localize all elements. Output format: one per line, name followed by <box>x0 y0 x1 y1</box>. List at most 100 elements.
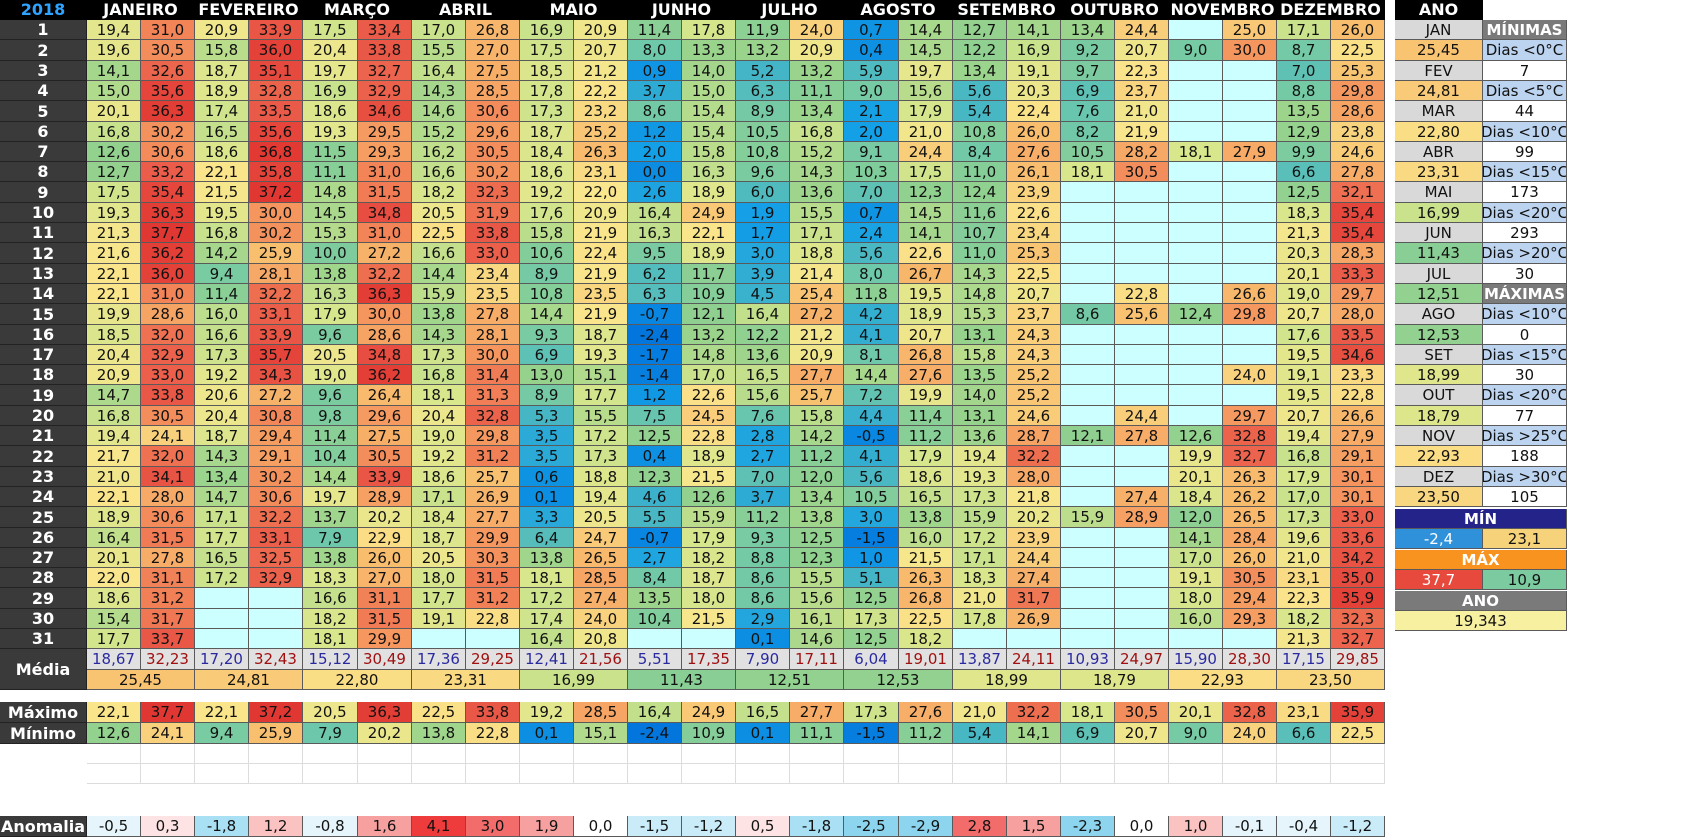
day-label[interactable]: 31 <box>0 629 87 649</box>
ano-month-cell[interactable]: 12,51 <box>1395 284 1483 304</box>
temp-cell[interactable]: 0,1 <box>736 629 790 649</box>
temp-cell[interactable]: 18,7 <box>520 122 574 142</box>
day-label[interactable]: 30 <box>0 609 87 629</box>
temp-cell[interactable]: 15,4 <box>682 122 736 142</box>
temp-cell[interactable]: 34,8 <box>358 345 412 365</box>
temp-cell[interactable]: 19,2 <box>195 365 249 385</box>
empty-cell[interactable] <box>303 764 358 784</box>
temp-cell[interactable]: 15,3 <box>953 304 1007 325</box>
temp-cell[interactable]: 14,4 <box>844 365 899 385</box>
temp-cell[interactable]: 25,0 <box>1223 20 1277 40</box>
temp-cell[interactable]: 32,0 <box>141 446 195 467</box>
temp-cell[interactable]: 26,8 <box>899 345 953 365</box>
temp-cell[interactable]: 20,4 <box>87 345 141 365</box>
temp-cell[interactable]: 8,0 <box>844 264 899 284</box>
temp-cell[interactable]: 13,7 <box>303 507 358 528</box>
temp-cell[interactable]: 28,3 <box>1331 243 1385 264</box>
day-label[interactable]: 26 <box>0 528 87 548</box>
minimo-cell[interactable]: 11,1 <box>790 723 844 744</box>
temp-cell[interactable]: 18,2 <box>412 182 466 203</box>
month-header-2[interactable]: FEVEREIRO <box>195 0 303 20</box>
temp-cell[interactable]: 23,7 <box>1007 304 1061 325</box>
temp-cell[interactable] <box>1169 122 1223 142</box>
temp-cell[interactable]: 21,3 <box>1277 629 1331 649</box>
temp-cell[interactable]: 15,1 <box>574 365 628 385</box>
temp-cell[interactable]: 12,4 <box>953 182 1007 203</box>
temp-cell[interactable]: 21,0 <box>899 122 953 142</box>
temp-cell[interactable]: 37,2 <box>249 182 303 203</box>
temp-cell[interactable]: 17,1 <box>412 487 466 507</box>
temp-cell[interactable]: 22,5 <box>1331 40 1385 61</box>
temp-cell[interactable]: 18,7 <box>682 568 736 588</box>
temp-cell[interactable]: 8,1 <box>844 345 899 365</box>
temp-cell[interactable]: 5,5 <box>628 507 682 528</box>
temp-cell[interactable]: 15,8 <box>953 345 1007 365</box>
ano-stat-cell[interactable]: 0 <box>1483 325 1567 345</box>
temp-cell[interactable]: 27,8 <box>141 548 195 568</box>
maximo-cell[interactable]: 18,1 <box>1061 702 1115 723</box>
temp-cell[interactable]: 33,8 <box>358 40 412 61</box>
temp-cell[interactable]: 3,9 <box>736 264 790 284</box>
maximo-cell[interactable]: 28,5 <box>574 702 628 723</box>
ano-stat-cell[interactable]: 188 <box>1483 446 1567 467</box>
temp-cell[interactable]: 13,8 <box>790 507 844 528</box>
temp-cell[interactable]: 15,8 <box>790 406 844 426</box>
temp-cell[interactable]: 22,0 <box>87 568 141 588</box>
max-header[interactable]: MÁX <box>1395 550 1567 570</box>
temp-cell[interactable]: 16,8 <box>1277 446 1331 467</box>
temp-cell[interactable]: 29,4 <box>249 426 303 446</box>
ano-month-cell[interactable]: MAI <box>1395 182 1483 203</box>
temp-cell[interactable]: 11,9 <box>736 20 790 40</box>
temp-cell[interactable]: 6,3 <box>628 284 682 304</box>
temp-cell[interactable]: 13,5 <box>953 365 1007 385</box>
temp-cell[interactable] <box>1169 162 1223 182</box>
month-header-3[interactable]: MARÇO <box>303 0 412 20</box>
empty-cell[interactable] <box>195 764 249 784</box>
temp-cell[interactable]: 17,9 <box>303 304 358 325</box>
month-header-5[interactable]: MAIO <box>520 0 628 20</box>
temp-cell[interactable]: 19,4 <box>574 487 628 507</box>
temp-cell[interactable]: 25,4 <box>790 284 844 304</box>
temp-cell[interactable]: 21,4 <box>790 264 844 284</box>
temp-cell[interactable]: 26,8 <box>899 588 953 609</box>
temp-cell[interactable]: -0,7 <box>628 304 682 325</box>
temp-cell[interactable]: 20,5 <box>412 548 466 568</box>
temp-cell[interactable]: 15,2 <box>412 122 466 142</box>
temp-cell[interactable]: 28,0 <box>141 487 195 507</box>
temp-cell[interactable]: 24,4 <box>1115 20 1169 40</box>
maximo-cell[interactable]: 22,5 <box>412 702 466 723</box>
temp-cell[interactable]: 18,6 <box>87 588 141 609</box>
temp-cell[interactable]: 34,2 <box>1331 548 1385 568</box>
temp-cell[interactable]: 20,9 <box>574 20 628 40</box>
temp-cell[interactable]: 16,0 <box>899 528 953 548</box>
maximo-cell[interactable]: 22,1 <box>87 702 141 723</box>
maximo-cell[interactable]: 19,2 <box>520 702 574 723</box>
temp-cell[interactable] <box>1007 629 1061 649</box>
temp-cell[interactable]: 11,6 <box>953 203 1007 223</box>
temp-cell[interactable]: 20,7 <box>1115 40 1169 61</box>
temp-cell[interactable]: 10,3 <box>844 162 899 182</box>
temp-cell[interactable]: 5,6 <box>844 243 899 264</box>
minimo-cell[interactable]: 7,9 <box>303 723 358 744</box>
temp-cell[interactable]: 15,6 <box>736 385 790 406</box>
temp-cell[interactable]: 32,2 <box>358 264 412 284</box>
maximo-cell[interactable]: 20,5 <box>303 702 358 723</box>
temp-cell[interactable]: 24,6 <box>1331 142 1385 162</box>
temp-cell[interactable]: 20,8 <box>574 629 628 649</box>
temp-cell[interactable]: 24,9 <box>682 203 736 223</box>
temp-cell[interactable]: 23,4 <box>1007 223 1061 243</box>
temp-cell[interactable]: 26,0 <box>1331 20 1385 40</box>
temp-cell[interactable]: 26,3 <box>899 568 953 588</box>
ano-month-cell[interactable]: 23,50 <box>1395 487 1483 507</box>
empty-cell[interactable] <box>574 744 628 764</box>
temp-cell[interactable]: 14,1 <box>1169 528 1223 548</box>
day-label[interactable]: 6 <box>0 122 87 142</box>
temp-cell[interactable]: 20,3 <box>1277 243 1331 264</box>
temp-cell[interactable] <box>1061 548 1115 568</box>
temp-cell[interactable]: 26,3 <box>574 142 628 162</box>
temp-cell[interactable]: 25,2 <box>1007 365 1061 385</box>
temp-cell[interactable] <box>1223 101 1277 122</box>
temp-cell[interactable]: 18,7 <box>195 61 249 81</box>
temp-cell[interactable]: 18,6 <box>412 467 466 487</box>
temp-cell[interactable]: 0,4 <box>628 446 682 467</box>
